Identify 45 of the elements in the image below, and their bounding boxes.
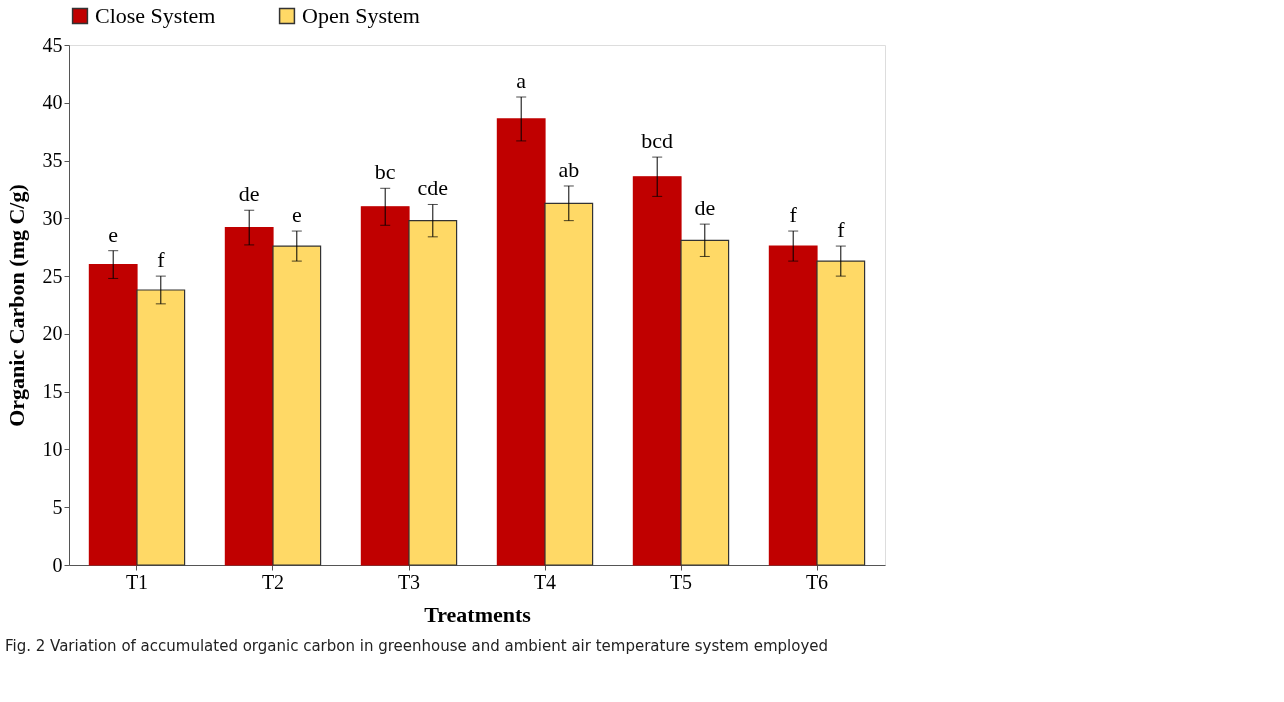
legend-label: Close System [95,3,216,28]
data-label: bc [374,159,396,185]
bar [224,226,274,566]
bar [272,245,322,566]
bar [136,289,186,566]
bar [768,245,818,566]
bar [88,263,138,566]
x-tick-label: T6 [805,570,829,593]
y-tick-label: 30 [42,206,63,229]
y-tick-label: 25 [42,264,63,287]
data-label: e [108,221,119,247]
y-tick-label: 0 [52,553,63,576]
data-label: f [837,217,846,243]
x-tick-label: T2 [261,570,285,593]
data-label: e [291,202,302,228]
bar [408,220,458,566]
bar [816,260,866,566]
data-label: ab [558,156,580,182]
y-tick-label: 15 [42,380,63,403]
x-tick-label: T3 [397,570,421,593]
x-tick-label: T5 [669,570,693,593]
x-axis-title: Treatments [424,601,532,627]
data-label: a [516,68,527,93]
bar [544,202,594,566]
bar [496,118,546,566]
y-tick-label: 45 [42,33,63,56]
bar [632,176,682,566]
caption: Fig. 2 Variation of accumulated organic carbon in greenhouse and ambient air temperature system employed [5,637,829,655]
legend-label: Open System [302,3,420,28]
bar [680,239,730,566]
data-label: bcd [641,128,674,154]
x-tick-label: T4 [533,570,557,593]
x-tick-label: T1 [125,570,149,593]
bar [360,206,410,566]
data-label: cde [417,175,449,201]
y-tick-label: 5 [52,495,63,518]
data-label: f [157,247,166,273]
data-label: de [238,181,260,207]
y-tick-label: 40 [42,91,63,114]
data-label: f [789,202,798,228]
y-axis-title: Organic Carbon (mg C/g) [3,184,29,427]
y-tick-label: 20 [42,322,63,345]
y-tick-label: 35 [42,149,63,172]
y-tick-label: 10 [42,437,63,460]
data-label: de [694,195,716,221]
